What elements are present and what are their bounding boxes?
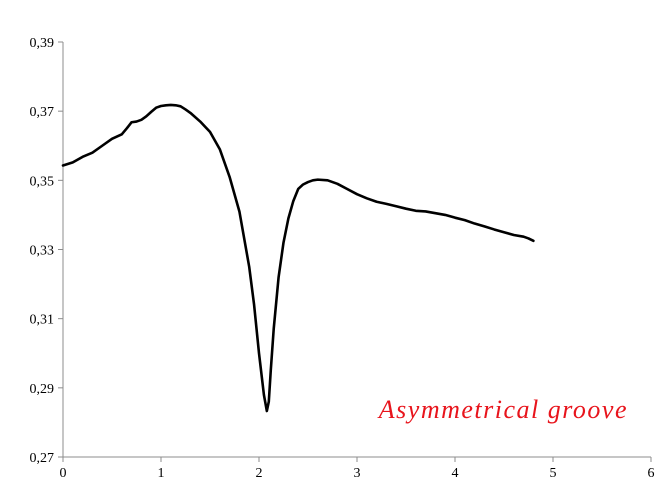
x-tick-label: 1 [158,466,165,481]
series-layer [61,103,535,413]
y-tick-label: 0,27 [30,451,55,466]
x-tick-label: 5 [550,466,557,481]
x-tick-label: 3 [354,466,361,481]
y-tick-label: 0,31 [30,313,55,328]
y-tick-label: 0,39 [30,36,55,51]
x-axis: 0 1 2 3 4 5 6 [60,456,655,481]
series-line [61,103,535,413]
y-tick-label: 0,37 [30,105,55,120]
x-tick-label: 6 [648,466,655,481]
x-tick-label: 2 [256,466,263,481]
y-tick-label: 0,29 [30,382,55,397]
x-tick-label: 0 [60,466,67,481]
y-tick-label: 0,33 [30,244,55,259]
x-tick-label: 4 [452,466,459,481]
y-axis: 0,27 0,29 0,31 0,33 0,35 0,37 0,39 [30,36,64,466]
y-tick-label: 0,35 [30,174,55,189]
chart-annotation: Asymmetrical groove [377,395,628,424]
